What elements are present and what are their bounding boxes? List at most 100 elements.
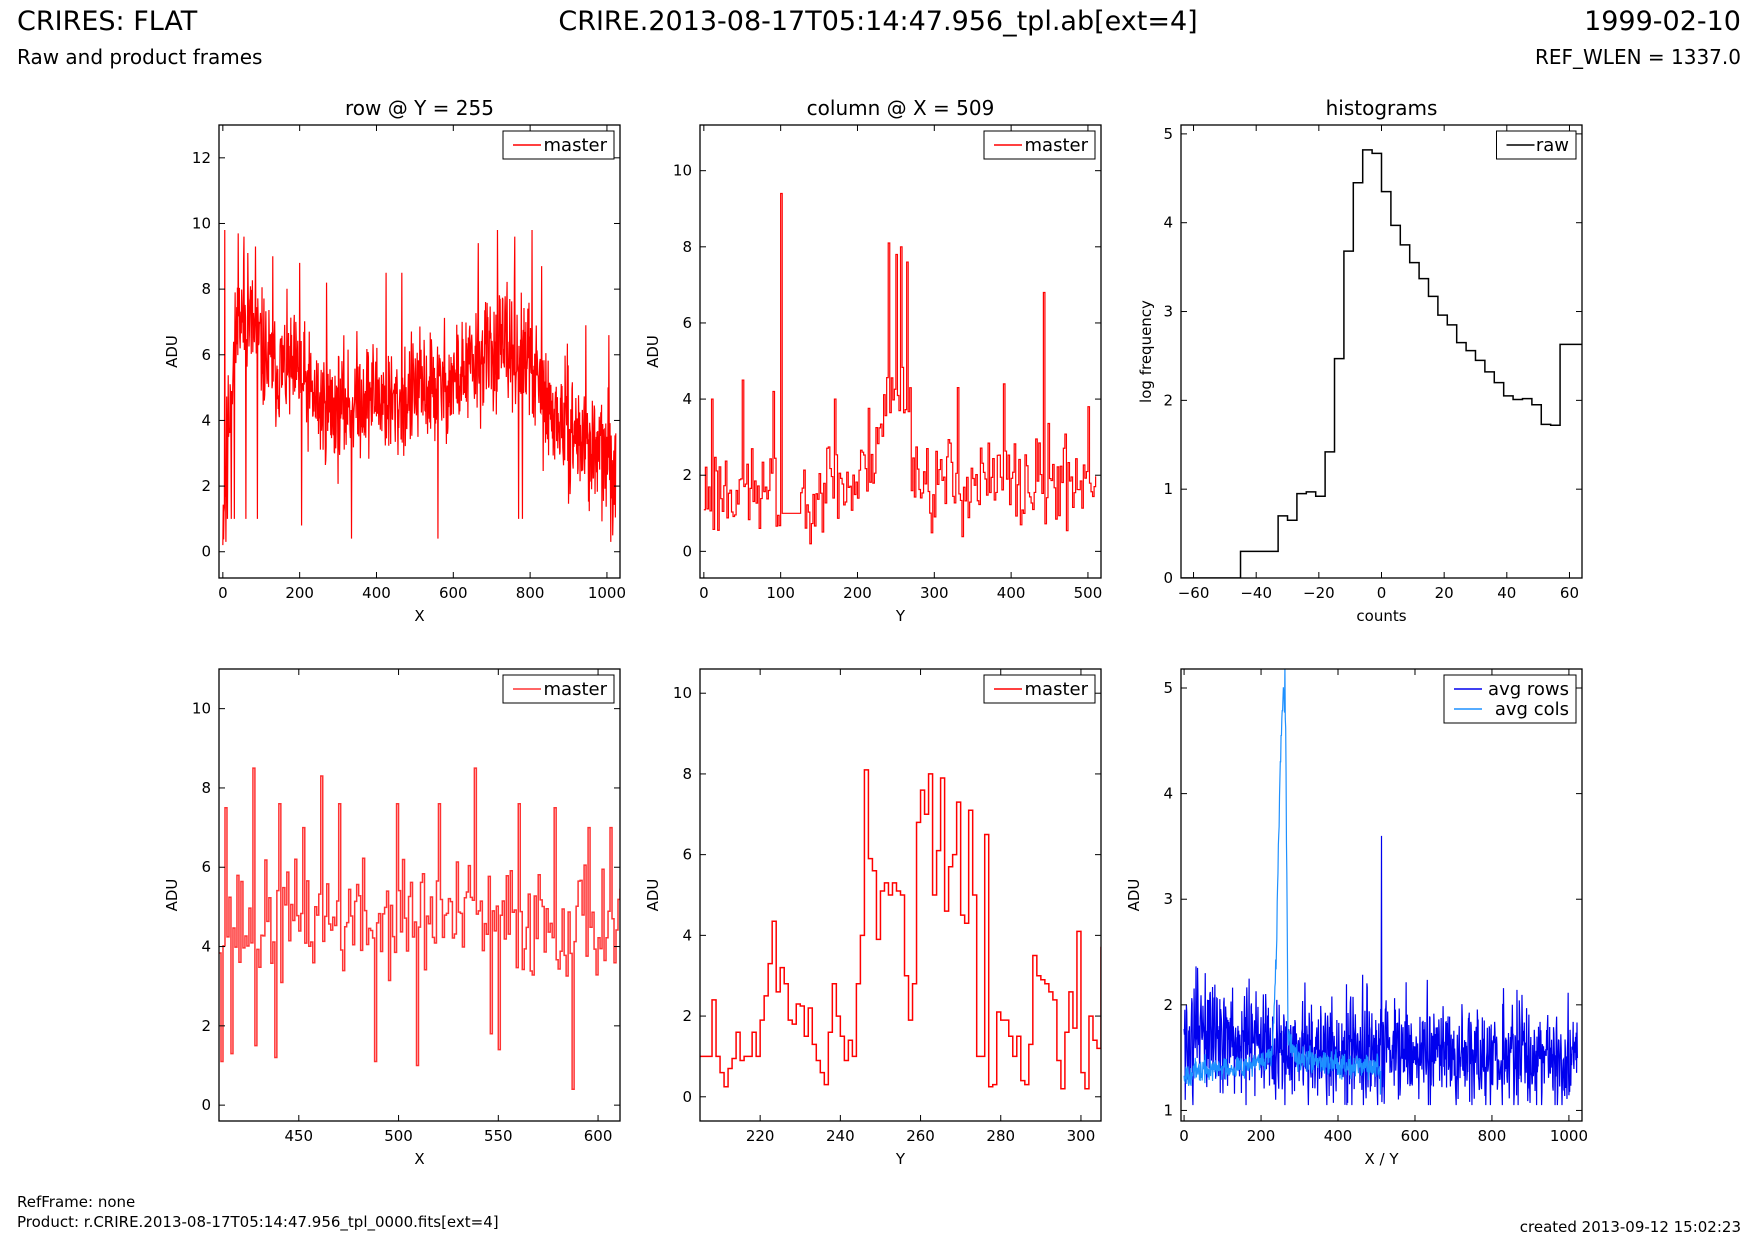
y-tick-label: 2 <box>201 1017 211 1035</box>
x-tick-label: 0 <box>218 584 228 602</box>
x-tick-label: 800 <box>1478 1127 1507 1145</box>
y-axis-label: ADU <box>1125 879 1143 912</box>
plot-area <box>222 230 617 546</box>
plot-frame <box>1180 124 1583 579</box>
x-tick-label: 600 <box>1401 1127 1430 1145</box>
x-tick-label: 0 <box>699 584 709 602</box>
x-tick-label: 500 <box>1074 584 1103 602</box>
x-tick-label: 300 <box>920 584 949 602</box>
legend-label: master <box>1025 679 1089 700</box>
legend-label: avg rows <box>1488 679 1569 700</box>
x-axis-label: Y <box>895 607 906 625</box>
y-tick-label: 0 <box>201 1096 211 1114</box>
y-tick-label: 10 <box>192 700 211 718</box>
plot-area <box>1181 149 1582 578</box>
y-tick-label: 0 <box>682 1088 692 1106</box>
legend-box <box>502 674 615 704</box>
y-tick-label: 2 <box>682 1007 692 1025</box>
y-tick-label: 6 <box>682 314 692 332</box>
plot-area <box>1183 669 1579 1106</box>
series-line-master <box>700 769 1101 1090</box>
y-tick-label: 6 <box>201 346 211 364</box>
legend-label: avg cols <box>1495 699 1569 720</box>
product-note: Product: r.CRIRE.2013-08-17T05:14:47.956… <box>17 1213 499 1231</box>
legend: master <box>502 130 615 160</box>
y-axis-label: ADU <box>644 335 662 368</box>
series-line-master <box>703 192 1097 545</box>
plot-frame <box>218 124 621 579</box>
x-tick-label: 200 <box>843 584 872 602</box>
legend: master <box>502 674 615 704</box>
x-tick-label: 400 <box>997 584 1026 602</box>
x-tick-label: 260 <box>906 1127 935 1145</box>
x-tick-label: 1000 <box>588 584 626 602</box>
x-tick-label: 240 <box>826 1127 855 1145</box>
x-tick-label: 550 <box>484 1127 513 1145</box>
legend-box <box>1443 674 1577 724</box>
x-tick-label: 20 <box>1435 584 1454 602</box>
y-axis-label: ADU <box>163 335 181 368</box>
y-tick-label: 6 <box>201 858 211 876</box>
x-tick-label: 400 <box>1324 1127 1353 1145</box>
plot-frame <box>218 668 621 1122</box>
ref-wlen: REF_WLEN = 1337.0 <box>1534 45 1741 69</box>
x-tick-label: 220 <box>746 1127 775 1145</box>
plot-area <box>703 192 1097 545</box>
y-tick-label: 5 <box>1163 679 1173 697</box>
plot-frame <box>1180 668 1583 1122</box>
y-tick-label: 4 <box>1163 214 1173 232</box>
y-tick-label: 8 <box>682 765 692 783</box>
refframe-note: RefFrame: none <box>17 1193 136 1211</box>
x-tick-label: 40 <box>1497 584 1516 602</box>
x-tick-label: 0 <box>1179 1127 1189 1145</box>
y-tick-label: 3 <box>1163 303 1173 321</box>
x-tick-label: 800 <box>516 584 545 602</box>
chart-title: column @ X = 509 <box>807 96 995 120</box>
legend: master <box>983 674 1096 704</box>
y-tick-label: 5 <box>1163 125 1173 143</box>
chart-col: 0 100 200 300 400 500 0 2 4 6 8 10 column @ X = 509 Y… <box>644 96 1102 625</box>
chart-rowzoom: 450 500 550 600 0 2 4 6 8 10 X ADU master <box>163 668 621 1168</box>
plot-frame <box>699 668 1102 1122</box>
y-tick-label: 2 <box>682 466 692 484</box>
series-line-avg-cols <box>1183 669 1382 1095</box>
y-axis-label: log frequency <box>1137 300 1155 403</box>
x-tick-label: 0 <box>1377 584 1387 602</box>
series-line-master <box>222 230 617 546</box>
y-axis-label: ADU <box>163 879 181 912</box>
y-tick-label: 0 <box>682 542 692 560</box>
chart-title: histograms <box>1326 96 1438 120</box>
y-tick-label: 0 <box>1163 569 1173 587</box>
y-tick-label: 0 <box>201 543 211 561</box>
x-tick-label: 100 <box>766 584 795 602</box>
y-tick-label: 4 <box>201 938 211 956</box>
x-axis-label: counts <box>1356 607 1406 625</box>
x-axis-label: X / Y <box>1364 1150 1399 1168</box>
plot-frame <box>699 124 1102 579</box>
legend-label: master <box>1025 135 1089 156</box>
legend-label: master <box>544 135 608 156</box>
x-tick-label: 200 <box>285 584 314 602</box>
y-tick-label: 8 <box>201 779 211 797</box>
chart-hist: −60 −40 −20 0 20 40 60 0 1 2 3 4 5 histograms counts lo… <box>1137 96 1583 625</box>
x-tick-label: 1000 <box>1550 1127 1588 1145</box>
y-tick-label: 2 <box>1163 391 1173 409</box>
file-title: CRIRE.2013-08-17T05:14:47.956_tpl.ab[ext… <box>558 6 1198 37</box>
x-axis-label: X <box>414 1150 424 1168</box>
x-tick-label: −20 <box>1303 584 1335 602</box>
legend-label: master <box>544 679 608 700</box>
y-tick-label: 1 <box>1163 1101 1173 1119</box>
series-line-master <box>219 767 620 1091</box>
x-axis-label: X <box>414 607 424 625</box>
x-tick-label: 200 <box>1247 1127 1276 1145</box>
plot-area <box>700 769 1101 1090</box>
x-tick-label: 300 <box>1067 1127 1096 1145</box>
x-tick-label: 450 <box>284 1127 313 1145</box>
y-tick-label: 12 <box>192 149 211 167</box>
x-axis-label: Y <box>895 1150 906 1168</box>
y-tick-label: 10 <box>192 214 211 232</box>
y-tick-label: 2 <box>201 477 211 495</box>
chart-colzoom: 220 240 260 280 300 0 2 4 6 8 10 Y ADU master <box>644 668 1102 1168</box>
